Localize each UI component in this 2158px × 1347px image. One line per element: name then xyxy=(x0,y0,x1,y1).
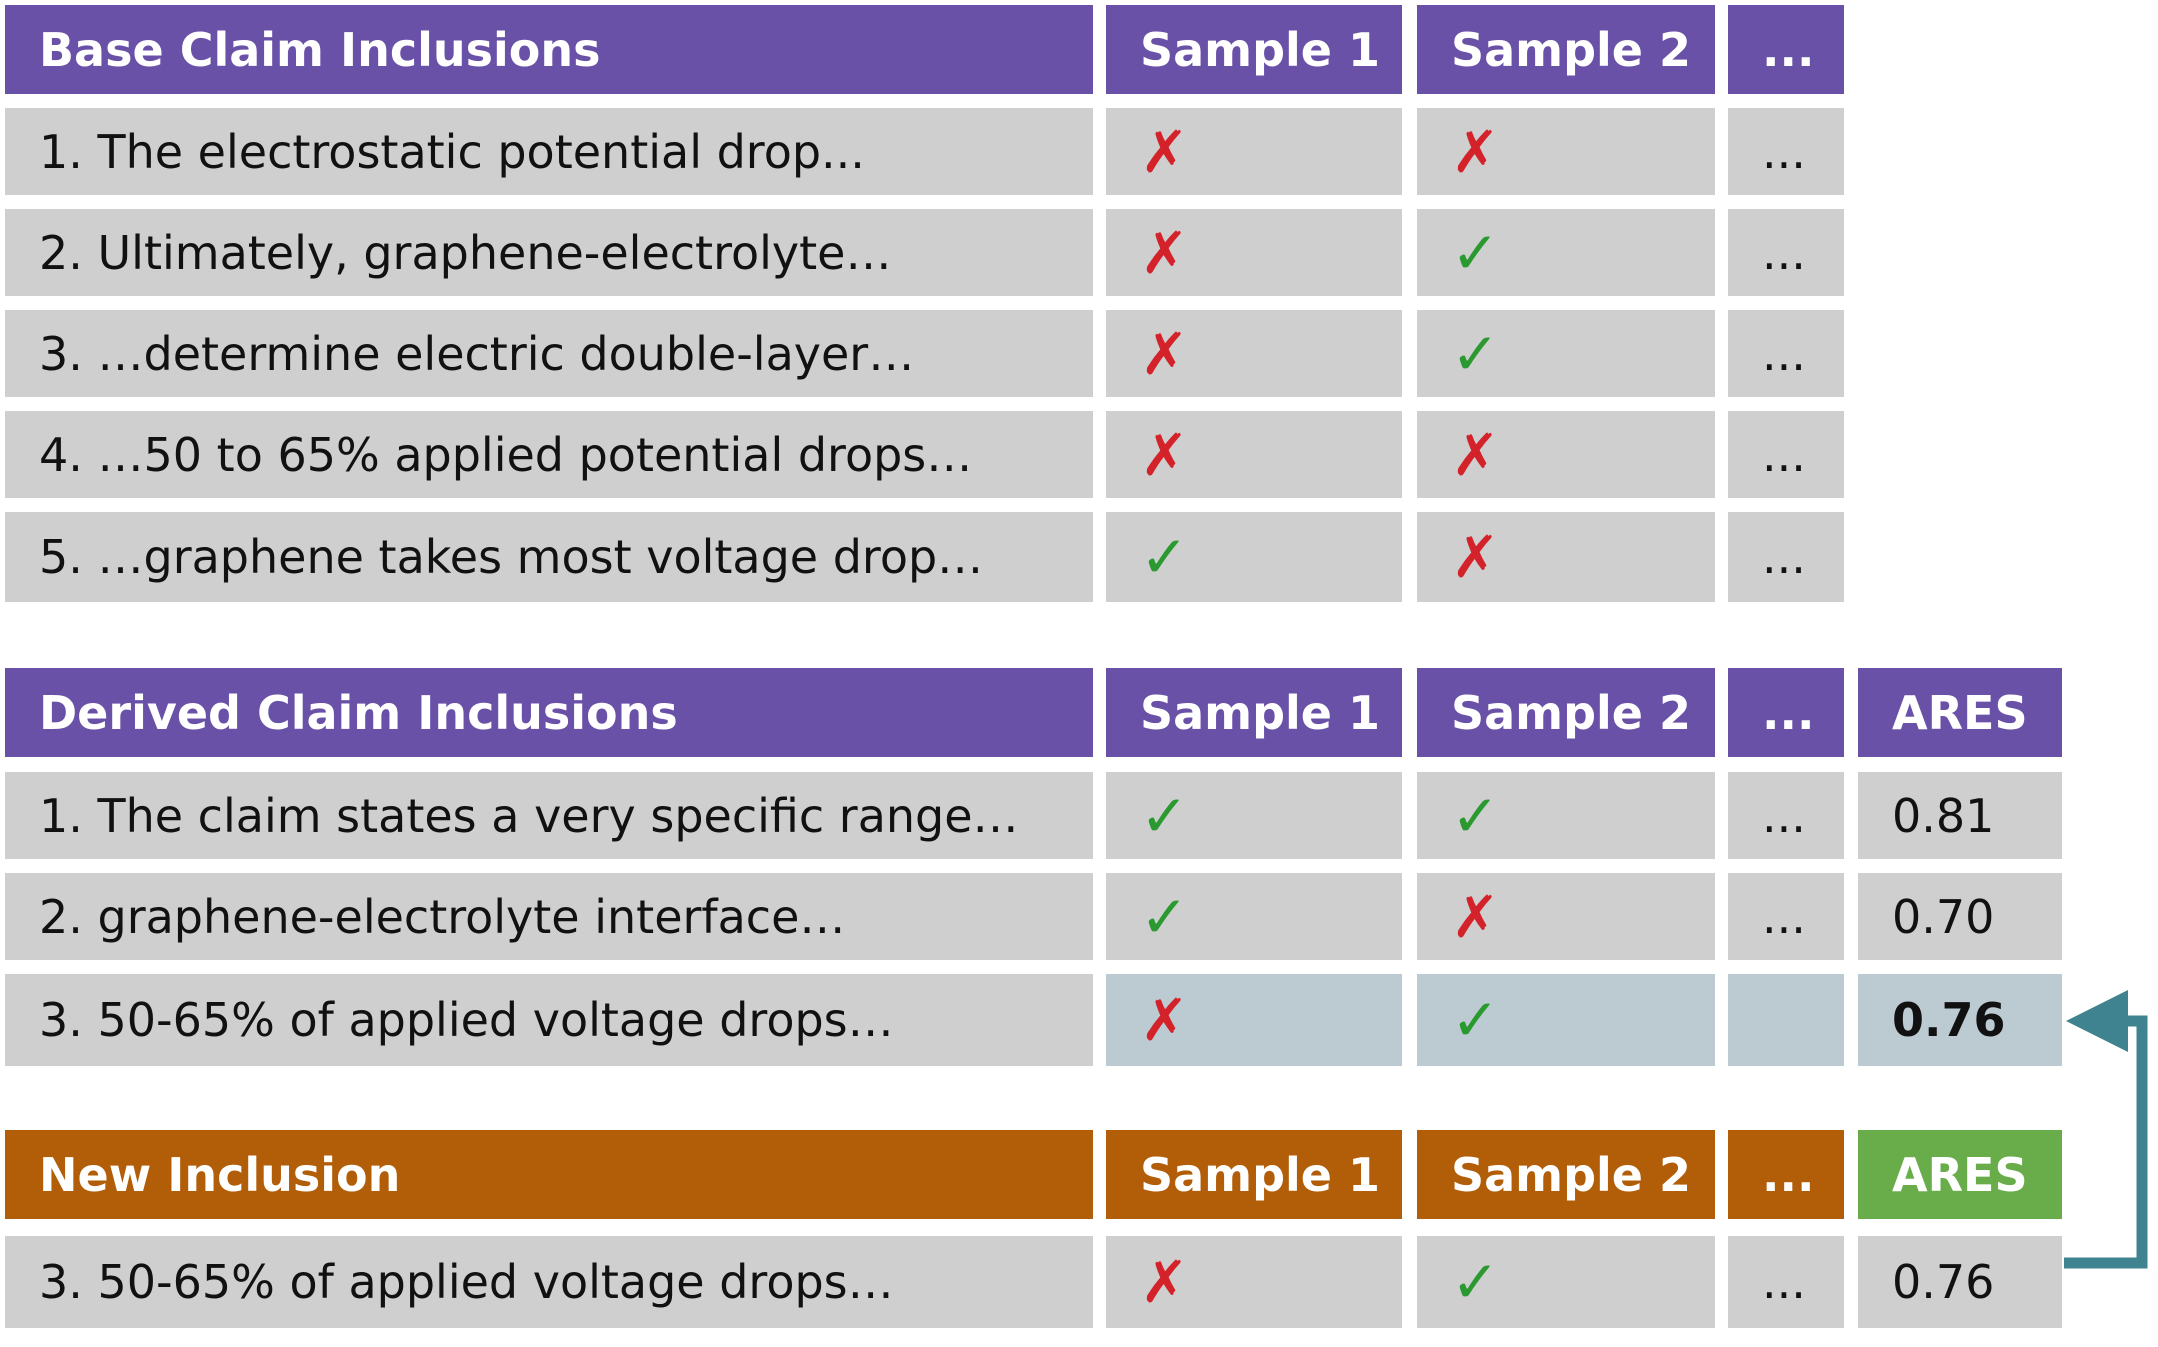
derived-row-3-ares: 0.76 xyxy=(1858,974,2062,1066)
new-row-1-sample1: ✗ xyxy=(1106,1236,1402,1328)
check-icon: ✓ xyxy=(1451,986,1500,1054)
cross-icon: ✗ xyxy=(1451,523,1500,591)
base-row-5-more: ... xyxy=(1728,512,1844,602)
base-header-sample1: Sample 1 xyxy=(1106,5,1402,94)
cross-icon: ✗ xyxy=(1140,986,1189,1054)
base-row-5-sample1: ✓ xyxy=(1106,512,1402,602)
check-icon: ✓ xyxy=(1451,218,1500,287)
base-row-5-sample2: ✗ xyxy=(1417,512,1715,602)
cross-icon: ✗ xyxy=(1451,420,1500,489)
derived-row-1-ares: 0.81 xyxy=(1858,772,2062,859)
base-row-2-sample1: ✗ xyxy=(1106,209,1402,296)
base-header-more: ... xyxy=(1728,5,1844,94)
check-icon: ✓ xyxy=(1140,781,1189,850)
base-row-4-sample2: ✗ xyxy=(1417,411,1715,498)
base-row-5-text: 5. …graphene takes most voltage drop… xyxy=(5,512,1093,602)
base-row-2-more: ... xyxy=(1728,209,1844,296)
new-header-more: ... xyxy=(1728,1130,1844,1219)
new-header-ares: ARES xyxy=(1858,1130,2062,1219)
derived-row-1-text: 1. The claim states a very specific rang… xyxy=(5,772,1093,859)
derived-header-sample2: Sample 2 xyxy=(1417,668,1715,757)
base-row-4-sample1: ✗ xyxy=(1106,411,1402,498)
derived-row-1-more: ... xyxy=(1728,772,1844,859)
check-icon: ✓ xyxy=(1140,523,1189,591)
cross-icon: ✗ xyxy=(1140,319,1189,388)
derived-row-3-more xyxy=(1728,974,1844,1066)
new-header-sample2: Sample 2 xyxy=(1417,1130,1715,1219)
new-row-1-text: 3. 50-65% of applied voltage drops… xyxy=(5,1236,1093,1328)
check-icon: ✓ xyxy=(1451,1248,1500,1316)
derived-row-2-more: ... xyxy=(1728,873,1844,960)
new-row-1-ares: 0.76 xyxy=(1858,1236,2062,1328)
base-row-3-sample2: ✓ xyxy=(1417,310,1715,397)
derived-row-3-sample1: ✗ xyxy=(1106,974,1402,1066)
cross-icon: ✗ xyxy=(1140,117,1189,186)
new-header-title: New Inclusion xyxy=(5,1130,1093,1219)
base-row-2-sample2: ✓ xyxy=(1417,209,1715,296)
derived-row-3-text: 3. 50-65% of applied voltage drops… xyxy=(5,974,1093,1066)
check-icon: ✓ xyxy=(1451,781,1500,850)
base-row-1-sample2: ✗ xyxy=(1417,108,1715,195)
base-row-1-more: ... xyxy=(1728,108,1844,195)
cross-icon: ✗ xyxy=(1140,218,1189,287)
base-row-4-more: ... xyxy=(1728,411,1844,498)
cross-icon: ✗ xyxy=(1451,117,1500,186)
derived-row-1-sample2: ✓ xyxy=(1417,772,1715,859)
base-row-1-sample1: ✗ xyxy=(1106,108,1402,195)
derived-row-2-sample2: ✗ xyxy=(1417,873,1715,960)
derived-row-3-sample2: ✓ xyxy=(1417,974,1715,1066)
derived-header-sample1: Sample 1 xyxy=(1106,668,1402,757)
base-row-4-text: 4. …50 to 65% applied potential drops… xyxy=(5,411,1093,498)
derived-header-more: ... xyxy=(1728,668,1844,757)
check-icon: ✓ xyxy=(1451,319,1500,388)
base-row-2-text: 2. Ultimately, graphene-electrolyte… xyxy=(5,209,1093,296)
base-header-title: Base Claim Inclusions xyxy=(5,5,1093,94)
cross-icon: ✗ xyxy=(1451,882,1500,951)
base-header-sample2: Sample 2 xyxy=(1417,5,1715,94)
derived-row-2-text: 2. graphene-electrolyte interface… xyxy=(5,873,1093,960)
derived-header-ares: ARES xyxy=(1858,668,2062,757)
cross-icon: ✗ xyxy=(1140,420,1189,489)
base-row-3-sample1: ✗ xyxy=(1106,310,1402,397)
new-header-sample1: Sample 1 xyxy=(1106,1130,1402,1219)
cross-icon: ✗ xyxy=(1140,1248,1189,1316)
base-row-3-more: ... xyxy=(1728,310,1844,397)
derived-row-2-sample1: ✓ xyxy=(1106,873,1402,960)
check-icon: ✓ xyxy=(1140,882,1189,951)
derived-header-title: Derived Claim Inclusions xyxy=(5,668,1093,757)
new-row-1-sample2: ✓ xyxy=(1417,1236,1715,1328)
base-row-1-text: 1. The electrostatic potential drop... xyxy=(5,108,1093,195)
derived-row-2-ares: 0.70 xyxy=(1858,873,2062,960)
base-row-3-text: 3. …determine electric double-layer… xyxy=(5,310,1093,397)
derived-row-1-sample1: ✓ xyxy=(1106,772,1402,859)
new-row-1-more: ... xyxy=(1728,1236,1844,1328)
